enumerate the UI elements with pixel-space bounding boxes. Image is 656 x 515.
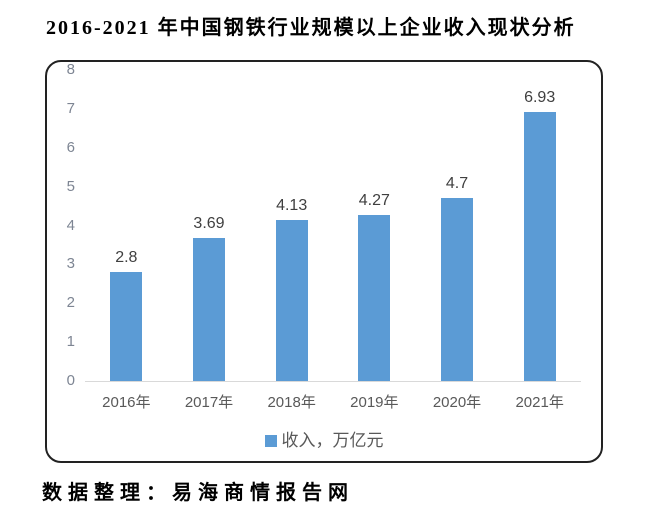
bar-2020年: [441, 198, 473, 381]
bar-value-label: 3.69: [193, 214, 225, 232]
y-axis-tick-label: 1: [66, 333, 75, 351]
chart-legend: 收入，万亿元: [47, 429, 601, 453]
bar-value-label: 6.93: [524, 88, 556, 106]
x-axis-tick-label: 2019年: [350, 394, 399, 411]
y-axis-tick-label: 6: [66, 138, 75, 156]
chart-container: 收入，万亿元 0 1 2 3 4 5 6 7 8 2.8 2016年 3.69 2017年 4.13 201…: [45, 60, 603, 463]
bar-value-label: 4.7: [445, 175, 469, 193]
y-axis-tick-label: 7: [66, 99, 75, 117]
x-axis-tick-label: 2020年: [432, 394, 482, 411]
bar-2019年: [358, 215, 391, 381]
y-axis-tick-label: 3: [66, 255, 75, 273]
legend-series-label: 收入，万亿元: [281, 431, 384, 450]
legend-color-swatch-icon: [264, 435, 277, 447]
bar-value-label: 4.13: [276, 197, 308, 215]
bar-2018年: [275, 220, 308, 381]
x-axis-tick-label: 2018年: [267, 394, 316, 411]
data-source-note: 数据整理：易海商情报告网: [42, 482, 354, 504]
bar-2016年: [110, 272, 143, 381]
page-title: 2016-2021 年中国钢铁行业规模以上企业收入现状分析: [46, 17, 576, 39]
x-axis-tick-label: 2016年: [102, 394, 151, 411]
bar-2017年: [193, 237, 225, 381]
x-axis-line: [85, 381, 581, 382]
x-axis-tick-label: 2021年: [515, 394, 564, 411]
bar-2021年: [523, 111, 556, 381]
y-axis-tick-label: 8: [66, 61, 75, 78]
y-axis-tick-label: 0: [66, 372, 75, 389]
y-axis-tick-label: 2: [66, 294, 75, 312]
x-axis-tick-label: 2017年: [184, 394, 234, 411]
y-axis-tick-label: 4: [66, 216, 75, 234]
bar-value-label: 2.8: [115, 249, 138, 267]
y-axis-tick-label: 5: [66, 177, 75, 195]
bar-value-label: 4.27: [358, 192, 390, 209]
